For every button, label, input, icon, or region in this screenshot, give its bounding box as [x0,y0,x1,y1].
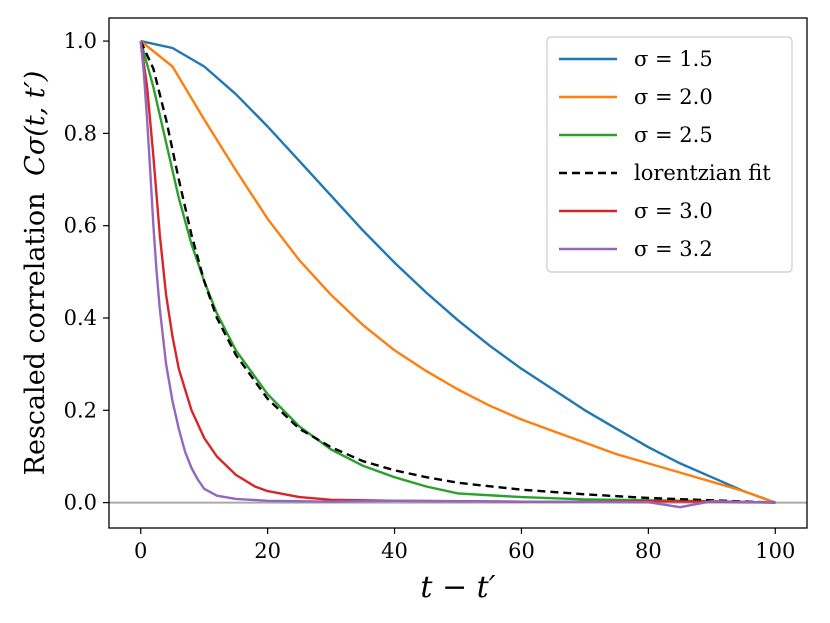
x-tick-label: 0 [134,539,147,563]
series-line-1 [139,40,776,504]
x-tick-label: 20 [254,539,281,563]
y-axis-label-math: Cσ(t, t′) [20,71,51,176]
y-tick-label: 0.4 [64,306,97,330]
legend: σ = 1.5 σ = 2.0 σ = 2.5 lorentzian fit σ = 3… [546,36,793,273]
legend-box [546,36,793,273]
axis-ticks: 0 20 40 60 80 100 0.0 0.2 0.4 0.6 0.8 1.0 [64,29,796,563]
y-tick-label: 0.0 [64,491,97,515]
y-tick-label: 0.2 [64,398,97,422]
legend-label-4: σ = 3.0 [634,199,713,223]
y-axis-label-text: Rescaled correlation [20,192,51,475]
legend-label-2: σ = 2.5 [634,123,713,147]
axes-frame [108,17,808,529]
x-tick-label: 80 [635,539,662,563]
legend-label-1: σ = 2.0 [634,85,713,109]
y-tick-label: 1.0 [64,29,97,53]
legend-label-0: σ = 1.5 [634,47,713,71]
x-tick-label: 40 [381,539,408,563]
series-line-0 [140,39,776,504]
y-tick-label: 0.6 [64,214,97,238]
y-tick-label: 0.8 [64,121,97,145]
svg-text:Rescaled correlation Cσ(: Rescaled correlation Cσ(t, t′) [20,71,51,476]
legend-label-3: lorentzian fit [634,161,771,185]
x-tick-label: 60 [508,539,535,563]
plot-area [109,39,807,509]
series-line-3 [139,40,776,504]
x-axis-label: t − t′ [420,570,495,605]
series-line-5 [139,40,776,509]
x-tick-label: 100 [755,539,795,563]
legend-label-5: σ = 3.2 [634,237,713,261]
y-axis-label: Rescaled correlation Cσ(t, t′) [20,71,51,476]
